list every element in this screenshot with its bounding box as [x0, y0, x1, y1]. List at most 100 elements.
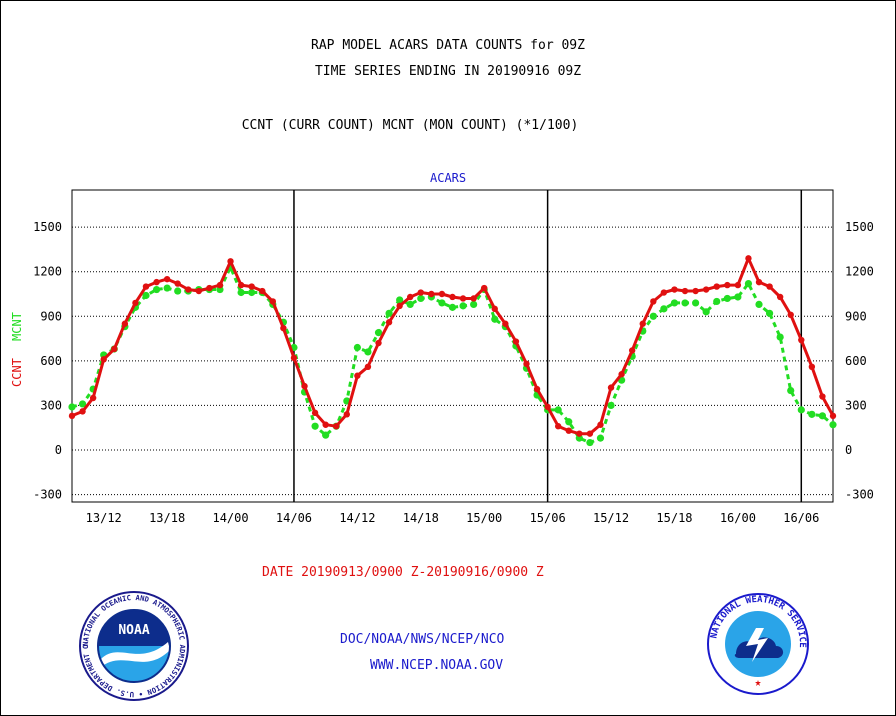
mcnt-data-point [322, 431, 330, 439]
ccnt-data-point [650, 298, 657, 305]
mcnt-data-point [734, 293, 742, 301]
y-tick-label-left: 0 [55, 443, 62, 457]
mcnt-data-point [808, 410, 816, 418]
x-tick-label: 16/06 [783, 511, 819, 525]
ccnt-data-point [512, 338, 520, 345]
mcnt-data-point [670, 299, 679, 307]
y-tick-label-left: -300 [33, 488, 62, 502]
ccnt-data-point [755, 278, 763, 286]
mcnt-data-point [470, 300, 478, 308]
ccnt-data-point [438, 290, 446, 298]
ccnt-data-point [671, 286, 678, 293]
ccnt-data-point [702, 286, 710, 293]
mcnt-data-point [216, 285, 224, 294]
y-tick-label-right: 300 [845, 398, 867, 412]
y-tick-label-right: 1500 [845, 220, 874, 234]
ccnt-data-point [195, 287, 203, 295]
y-tick-label-right: 600 [845, 354, 867, 368]
mcnt-data-point [142, 291, 150, 300]
mcnt-data-point [448, 303, 457, 311]
panel-title: ACARS [430, 171, 467, 185]
website-link[interactable]: WWW.NCEP.NOAA.GOV [370, 658, 504, 673]
ccnt-data-point [618, 371, 625, 378]
ccnt-data-point [639, 320, 646, 327]
ccnt-data-point [354, 372, 361, 379]
x-tick-label: 13/12 [86, 511, 122, 525]
ccnt-data-point [734, 281, 742, 289]
mcnt-data-point [438, 299, 446, 307]
mcnt-data-point [776, 333, 784, 341]
ccnt-data-point [798, 336, 805, 344]
ccnt-data-point [311, 409, 319, 417]
ccnt-data-point [829, 412, 837, 420]
mcnt-data-point [385, 309, 393, 317]
y-tick-label-left: 600 [40, 354, 62, 368]
ccnt-data-point [713, 283, 720, 290]
ccnt-data-point [206, 284, 213, 292]
ccnt-data-point [681, 287, 689, 295]
ccnt-data-point [576, 430, 583, 437]
x-tick-label: 16/00 [720, 511, 756, 525]
x-tick-label: 13/18 [149, 511, 185, 525]
ccnt-data-point [142, 283, 150, 290]
y-tick-label-left: 300 [40, 398, 62, 412]
ccnt-data-point [607, 384, 615, 391]
mcnt-data-point [565, 418, 573, 426]
mcnt-data-point [152, 285, 161, 294]
ccnt-data-point [322, 421, 329, 428]
mcnt-data-point [248, 288, 256, 297]
mcnt-data-point [702, 308, 710, 316]
x-tick-label: 14/18 [403, 511, 439, 525]
ccnt-data-point [269, 298, 277, 305]
ccnt-data-point [396, 302, 403, 310]
ccnt-data-point [280, 324, 287, 332]
mcnt-data-point [797, 406, 805, 414]
mcnt-data-point [744, 280, 753, 288]
x-tick-label: 15/00 [466, 511, 502, 525]
mcnt-data-point [554, 406, 562, 414]
x-tick-label: 15/06 [530, 511, 566, 525]
nws-logo: NATIONAL WEATHER SERVICE [707, 593, 809, 695]
ccnt-data-point [766, 283, 773, 290]
mcnt-data-point [607, 401, 615, 410]
ccnt-data-point [470, 295, 477, 302]
ccnt-data-point [385, 319, 393, 326]
mcnt-data-point [818, 412, 827, 420]
mcnt-data-point [575, 434, 583, 442]
chart-title-line1: RAP MODEL ACARS DATA COUNTS for 09Z [311, 38, 585, 53]
mcnt-data-point [374, 329, 383, 337]
ccnt-data-point [523, 360, 530, 368]
mcnt-data-point [723, 294, 731, 303]
ccnt-data-point [565, 427, 572, 434]
ccnt-data-point [745, 255, 752, 262]
mcnt-data-point [237, 288, 245, 297]
ccnt-data-point [121, 320, 129, 327]
x-tick-label: 14/12 [339, 511, 375, 525]
x-tick-label: 15/12 [593, 511, 629, 525]
ccnt-data-point [787, 311, 794, 318]
mcnt-data-point [68, 403, 76, 411]
ccnt-data-point [544, 403, 551, 411]
mcnt-data-point [586, 438, 594, 447]
y-tick-label-left: 1500 [33, 220, 62, 234]
mcnt-data-point [787, 386, 795, 395]
ccnt-data-point [428, 290, 435, 298]
ccnt-data-point [185, 286, 192, 293]
mcnt-data-point [311, 422, 319, 430]
ccnt-data-point [333, 423, 340, 430]
mcnt-data-point [78, 400, 87, 408]
ccnt-data-point [724, 281, 731, 289]
ccnt-data-point [375, 339, 382, 347]
mcnt-data-point [459, 302, 467, 310]
ccnt-data-point [481, 284, 488, 292]
mcnt-data-point [660, 305, 668, 313]
mcnt-data-point [829, 421, 837, 429]
ccnt-data-point [628, 347, 636, 354]
plot-area [71, 189, 834, 503]
ccnt-data-point [174, 280, 181, 287]
mcnt-data-point [163, 284, 171, 292]
ccnt-data-point [227, 258, 234, 265]
chart-subtitle: CCNT (CURR COUNT) MCNT (MON COUNT) (*1/1… [241, 118, 579, 133]
mcnt-data-point [765, 309, 774, 317]
ccnt-data-point [216, 281, 224, 289]
